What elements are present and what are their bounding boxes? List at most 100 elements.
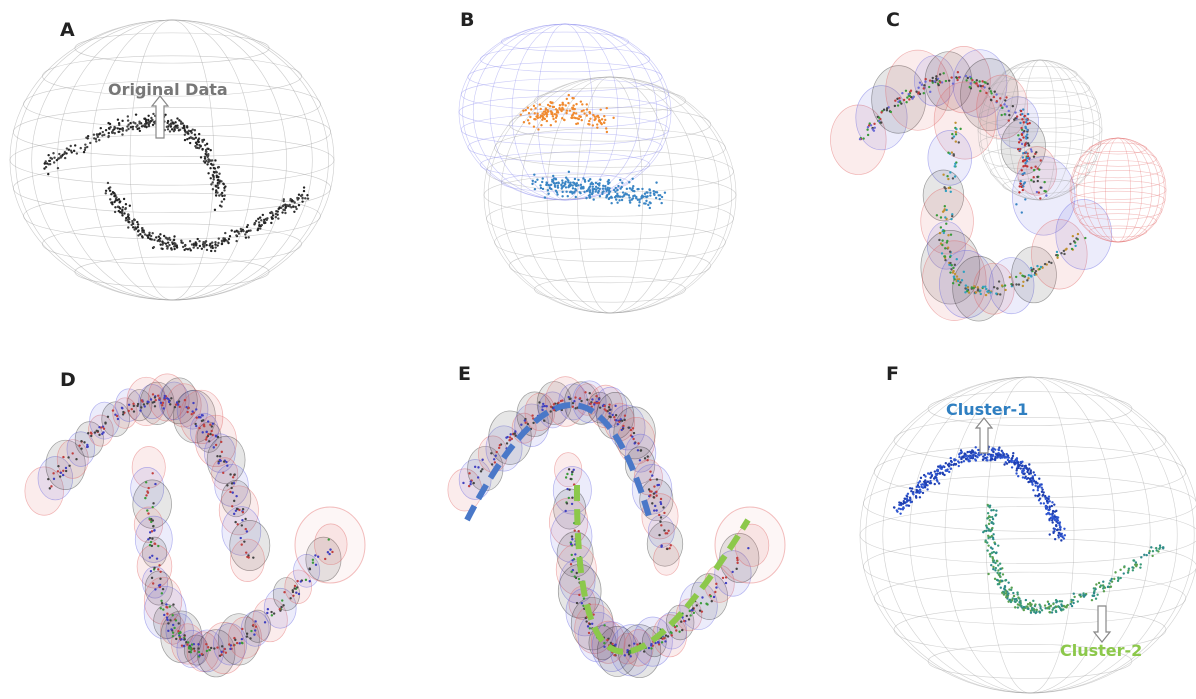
point bbox=[1003, 463, 1006, 466]
point bbox=[158, 564, 161, 567]
point bbox=[1113, 577, 1116, 581]
parallel bbox=[460, 113, 670, 146]
point bbox=[540, 180, 544, 184]
point bbox=[660, 524, 663, 527]
point bbox=[218, 172, 221, 175]
point bbox=[199, 156, 203, 159]
point bbox=[929, 479, 932, 483]
point bbox=[964, 455, 967, 458]
point bbox=[623, 414, 627, 417]
point bbox=[122, 197, 126, 201]
point bbox=[926, 472, 930, 475]
parallel bbox=[479, 46, 651, 73]
point bbox=[146, 509, 149, 512]
point bbox=[971, 78, 974, 82]
point bbox=[240, 229, 243, 233]
point bbox=[136, 225, 140, 229]
point bbox=[658, 513, 661, 517]
point bbox=[591, 124, 595, 127]
point bbox=[568, 109, 572, 112]
point bbox=[590, 622, 594, 625]
point bbox=[541, 118, 544, 122]
point bbox=[627, 194, 631, 197]
point bbox=[533, 187, 537, 191]
point bbox=[1042, 502, 1046, 505]
point bbox=[649, 478, 652, 481]
point bbox=[58, 152, 61, 156]
point bbox=[171, 614, 174, 617]
point bbox=[289, 197, 292, 201]
parallel bbox=[893, 417, 1167, 464]
point bbox=[1046, 600, 1050, 603]
point bbox=[117, 198, 121, 201]
point bbox=[994, 457, 997, 460]
point bbox=[109, 198, 112, 201]
point bbox=[652, 496, 655, 499]
point bbox=[217, 241, 220, 245]
point bbox=[1005, 452, 1008, 456]
point bbox=[1032, 176, 1035, 179]
point bbox=[1052, 602, 1055, 606]
point bbox=[1034, 269, 1038, 273]
point bbox=[171, 623, 175, 627]
point bbox=[1026, 165, 1029, 168]
point bbox=[78, 444, 81, 447]
point bbox=[220, 205, 223, 208]
point bbox=[1022, 121, 1025, 124]
point bbox=[132, 121, 135, 124]
point bbox=[217, 462, 220, 465]
point bbox=[209, 167, 212, 170]
point bbox=[168, 236, 171, 240]
point bbox=[649, 194, 652, 197]
point bbox=[629, 428, 633, 432]
point bbox=[659, 500, 662, 504]
point bbox=[235, 494, 238, 498]
point bbox=[1047, 497, 1050, 501]
ellipsoid bbox=[305, 536, 342, 582]
point bbox=[1065, 606, 1068, 609]
point bbox=[1034, 603, 1037, 606]
point bbox=[165, 603, 168, 606]
point bbox=[556, 193, 559, 196]
point bbox=[194, 422, 197, 426]
point bbox=[52, 152, 55, 155]
meridian bbox=[909, 376, 1151, 694]
point bbox=[948, 255, 952, 259]
point bbox=[1019, 109, 1023, 113]
point bbox=[956, 78, 959, 82]
parallel bbox=[486, 150, 734, 193]
point bbox=[633, 642, 636, 645]
point bbox=[170, 247, 173, 250]
point bbox=[559, 399, 563, 403]
point bbox=[1023, 171, 1026, 175]
point bbox=[675, 629, 678, 632]
point bbox=[999, 97, 1002, 100]
point bbox=[580, 601, 584, 605]
point bbox=[224, 231, 227, 235]
point bbox=[687, 618, 691, 621]
point bbox=[1023, 114, 1027, 118]
point bbox=[873, 126, 876, 130]
point bbox=[736, 561, 739, 565]
point bbox=[902, 98, 906, 102]
point bbox=[570, 473, 574, 476]
point bbox=[170, 119, 173, 122]
ellipsoid bbox=[545, 376, 586, 427]
point bbox=[206, 163, 209, 166]
point bbox=[1017, 134, 1020, 137]
point bbox=[721, 576, 725, 580]
point bbox=[1025, 118, 1029, 121]
point bbox=[573, 400, 576, 403]
point bbox=[506, 435, 509, 439]
point bbox=[678, 630, 681, 633]
point bbox=[249, 229, 252, 232]
point bbox=[566, 472, 569, 476]
point bbox=[885, 107, 889, 110]
point bbox=[879, 121, 883, 124]
dashed-curve bbox=[464, 402, 653, 522]
point bbox=[588, 110, 591, 114]
point bbox=[1013, 606, 1017, 609]
point bbox=[153, 566, 156, 570]
point bbox=[596, 123, 599, 126]
meridian bbox=[1105, 137, 1131, 243]
